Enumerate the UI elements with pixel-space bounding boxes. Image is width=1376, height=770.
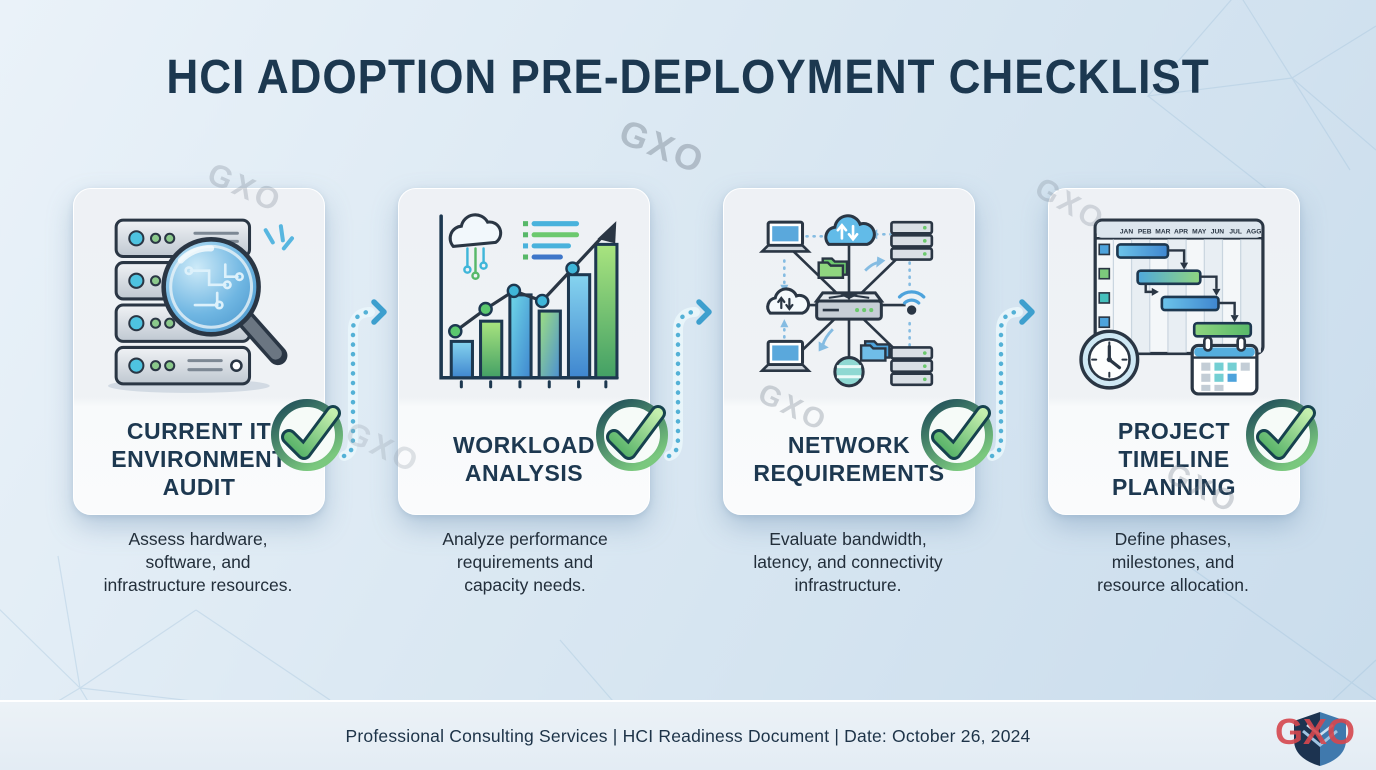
footer-text: Professional Consulting Services | HCI R… bbox=[345, 726, 1031, 746]
gantt-timeline-icon: JAN PEB MAR APR MAY JUN JUL AGG bbox=[1079, 218, 1265, 396]
globe-icon bbox=[833, 355, 865, 387]
svg-text:MAY: MAY bbox=[1192, 228, 1207, 235]
svg-text:JUN: JUN bbox=[1211, 228, 1225, 235]
card-title-project-timeline: PROJECT TIMELINE PLANNING bbox=[1111, 417, 1237, 501]
svg-text:MAR: MAR bbox=[1155, 228, 1170, 235]
check-circle-icon bbox=[1246, 399, 1318, 471]
server-audit-icon bbox=[108, 218, 294, 393]
step-description: Analyze performance requirements and cap… bbox=[442, 529, 608, 595]
folder-icon bbox=[859, 339, 891, 362]
step-card-current-it-audit: CURRENT IT ENVIRONMENT AUDIT bbox=[73, 188, 325, 515]
page-title: HCI ADOPTION PRE-DEPLOYMENT CHECKLIST bbox=[166, 51, 1210, 104]
check-circle-icon bbox=[921, 399, 993, 471]
server-stack-icon bbox=[890, 220, 934, 261]
network-topology-icon bbox=[758, 213, 934, 387]
svg-text:AGG: AGG bbox=[1246, 228, 1261, 235]
svg-text:APR: APR bbox=[1174, 228, 1188, 235]
server-stack-icon bbox=[890, 345, 934, 386]
card-icon-area bbox=[74, 201, 324, 406]
svg-text:PEB: PEB bbox=[1138, 228, 1152, 235]
step-description: Define phases, milestones, and resource … bbox=[1097, 529, 1249, 595]
dotted-arrow-connector bbox=[987, 299, 1035, 461]
card-icon-area bbox=[399, 201, 649, 406]
svg-text:GXO: GXO bbox=[1275, 711, 1355, 752]
laptop-icon bbox=[758, 220, 812, 253]
card-title-workload-analysis: WORKLOAD ANALYSIS bbox=[453, 431, 595, 486]
gxo-watermark: GXO bbox=[613, 110, 712, 183]
step-card-workload-analysis: WORKLOAD ANALYSIS bbox=[398, 188, 650, 515]
workload-bar-chart-icon bbox=[439, 212, 619, 388]
folder-icon bbox=[817, 256, 849, 279]
step-card-project-timeline: JAN PEB MAR APR MAY JUN JUL AGG bbox=[1048, 188, 1300, 515]
sparkle-icon bbox=[263, 223, 294, 250]
card-title-network-requirements: NETWORK REQUIREMENTS bbox=[753, 431, 945, 486]
clock-icon bbox=[1079, 329, 1140, 390]
svg-text:JAN: JAN bbox=[1120, 228, 1134, 235]
check-circle-icon bbox=[596, 399, 668, 471]
svg-text:JUL: JUL bbox=[1229, 228, 1242, 235]
dotted-arrow-connector bbox=[664, 299, 712, 461]
cloud-sync-icon bbox=[824, 213, 876, 246]
card-title-current-it-audit: CURRENT IT ENVIRONMENT AUDIT bbox=[111, 417, 287, 501]
gxo-logo: GXO bbox=[1275, 711, 1355, 766]
calendar-icon bbox=[1190, 335, 1259, 396]
check-circle-icon bbox=[271, 399, 343, 471]
step-description: Assess hardware, software, and infrastru… bbox=[103, 529, 293, 595]
footer-bar: Professional Consulting Services | HCI R… bbox=[0, 700, 1376, 770]
step-description: Evaluate bandwidth, latency, and connect… bbox=[753, 529, 943, 595]
card-icon-area bbox=[724, 201, 974, 406]
dotted-arrow-connector bbox=[339, 299, 387, 461]
card-icon-area: JAN PEB MAR APR MAY JUN JUL AGG bbox=[1049, 201, 1299, 406]
laptop-icon bbox=[758, 339, 812, 372]
cloud-sync-icon bbox=[766, 286, 811, 315]
wifi-icon bbox=[897, 289, 926, 315]
